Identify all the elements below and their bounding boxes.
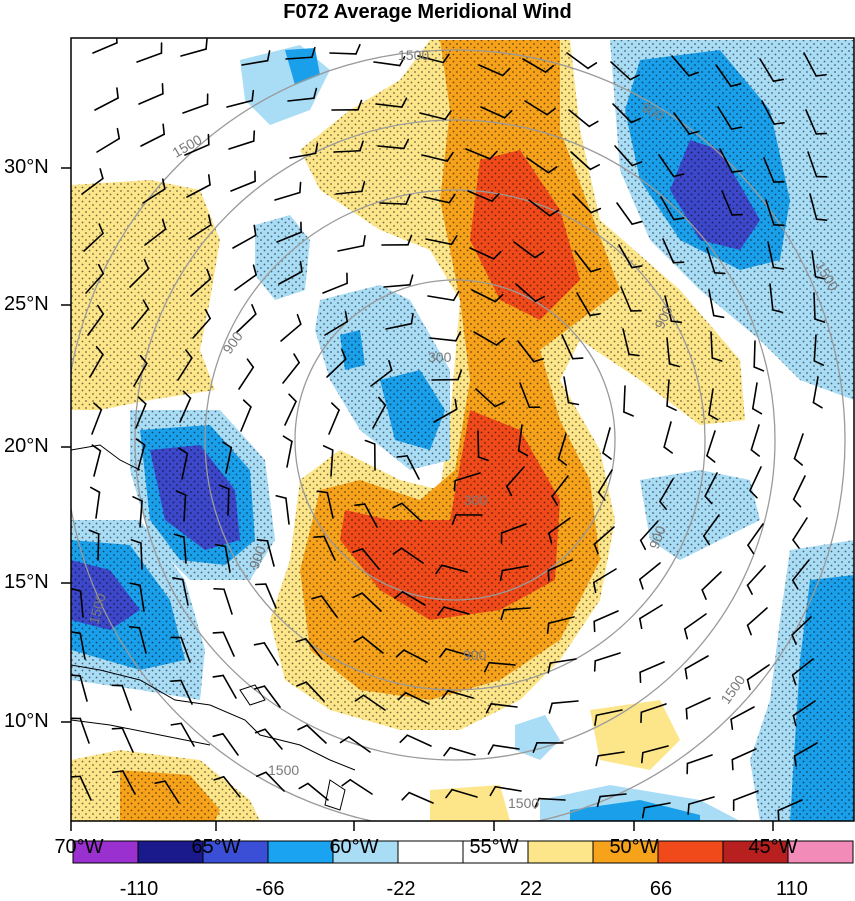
wind-barb-feather (778, 811, 779, 821)
contour-label: 300 (428, 349, 452, 365)
colorbar-label: -66 (240, 878, 300, 901)
wind-barb-feather (163, 124, 164, 134)
wind-barb-feather (300, 183, 301, 193)
contour-label: 1500 (398, 47, 429, 63)
wind-barb (478, 431, 479, 457)
wind-barb-feather (252, 91, 253, 101)
colorbar-label: -110 (109, 878, 169, 901)
longitude-label: 50°W (589, 836, 679, 859)
longitude-label: 45°W (728, 836, 818, 859)
wind-barb-feather (206, 39, 207, 49)
latitude-label: 30°N (4, 156, 64, 179)
wind-barb (330, 53, 356, 54)
wind-barb-feather (573, 358, 583, 359)
wind-barb-feather (595, 661, 596, 671)
wind-barb-feather (130, 627, 140, 628)
wind-barb-feather (171, 680, 181, 681)
colorbar-label: 66 (631, 878, 691, 901)
wind-barb-feather (671, 321, 681, 322)
contour-label: 900 (463, 647, 487, 663)
wind-barb-feather (674, 262, 684, 263)
latitude-label: 15°N (4, 571, 64, 594)
wind-barb (380, 203, 406, 204)
wind-barb-feather (732, 760, 733, 770)
contour-label: 1500 (508, 795, 539, 811)
wind-barb-feather (642, 753, 643, 763)
latitude-label: 20°N (4, 435, 64, 458)
wind-barb-feather (257, 540, 267, 541)
wind-barb-feather (314, 536, 324, 537)
latitude-label: 25°N (4, 293, 64, 316)
longitude-label: 70°W (34, 836, 124, 859)
wind-barb-feather (548, 571, 549, 581)
wind-barb-feather (455, 481, 456, 491)
wind-barb-feather (112, 728, 122, 729)
longitude-label: 55°W (449, 836, 539, 859)
longitude-label: 65°W (171, 836, 261, 859)
wind-barb (228, 489, 229, 515)
warm-sw-yellow-2 (430, 785, 510, 821)
contour-label: 300 (464, 492, 488, 508)
wind-barb (814, 293, 815, 319)
colorbar-label: 110 (762, 878, 822, 901)
wind-barb-feather (715, 273, 725, 274)
longitude-label: 60°W (309, 836, 399, 859)
wind-barb-feather (686, 709, 687, 719)
latitude-label: 10°N (4, 710, 64, 733)
wind-barb (754, 341, 755, 367)
wind-barb-feather (254, 131, 255, 141)
wind-barb-feather (213, 632, 223, 633)
wind-barb-feather (817, 219, 827, 220)
wind-barb (98, 534, 99, 560)
colorbar-label: 22 (501, 878, 561, 901)
wind-barb (624, 386, 625, 412)
colorbar-label: -22 (371, 878, 431, 901)
contour-label: 1500 (268, 762, 299, 778)
wind-barb (141, 543, 142, 569)
wind-barb-feather (397, 456, 407, 457)
wind-barb-feather (688, 804, 689, 814)
wind-barb-feather (774, 225, 784, 226)
